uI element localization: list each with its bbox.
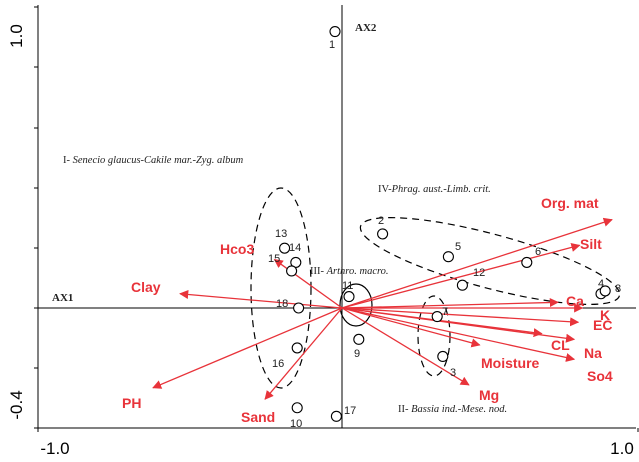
site-label-5: 5 xyxy=(455,241,461,253)
site-point-5 xyxy=(442,251,454,263)
site-label-6: 6 xyxy=(535,246,541,258)
ax2-label: AX2 xyxy=(355,22,377,34)
group-ii-enclosure xyxy=(417,295,451,377)
site-point-15 xyxy=(286,265,298,277)
site-point-9 xyxy=(353,333,365,345)
group-i-label: I- Senecio glaucus-Cakile mar.-Zyg. albu… xyxy=(63,155,244,166)
vector-ph xyxy=(152,307,343,389)
vector-ca xyxy=(341,297,559,309)
site-point-10 xyxy=(291,402,303,414)
vector-clay xyxy=(179,289,343,309)
site-point-17 xyxy=(330,410,342,422)
vector-label-hco3: Hco3 xyxy=(220,241,254,257)
vector-ec xyxy=(341,307,580,327)
site-label-1: 1 xyxy=(329,39,335,51)
site-point-11 xyxy=(343,291,355,303)
vector-sand xyxy=(264,307,343,400)
vector-label-so4: So4 xyxy=(587,368,613,384)
site-point-3 xyxy=(437,350,449,363)
x-minor-ticks xyxy=(37,428,639,432)
vector-mg xyxy=(341,307,470,386)
site-point-6 xyxy=(521,256,533,268)
site-label-9: 9 xyxy=(354,348,360,360)
vector-org-mat xyxy=(341,217,613,309)
site-point-8 xyxy=(599,285,611,297)
y-tick-label-bottom: -0.4 xyxy=(7,390,26,419)
site-label-8: 8 xyxy=(615,283,621,295)
site-label-14: 14 xyxy=(289,242,301,254)
x-tick-label-left: -1.0 xyxy=(40,439,69,458)
vector-label-k: K xyxy=(600,307,610,323)
group-i-enclosure xyxy=(250,187,312,389)
site-point-12 xyxy=(456,279,468,291)
site-label-3: 3 xyxy=(450,367,456,379)
vector-label-cl: CL xyxy=(551,337,570,353)
site-label-12: 12 xyxy=(473,267,485,279)
site-label-10: 10 xyxy=(290,418,302,430)
vector-moisture xyxy=(341,307,481,348)
vector-so4 xyxy=(341,307,576,362)
site-point-18 xyxy=(293,302,305,314)
site-point-7 xyxy=(431,310,443,323)
environment-vectors: Org. mat Silt Hco3 Clay Ca KEC CL Na So4 Moisture… xyxy=(122,195,613,425)
site-label-7: 7 xyxy=(442,306,448,318)
site-label-2: 2 xyxy=(378,215,384,227)
group-iii-enclosure xyxy=(339,283,373,327)
ax1-label: AX1 xyxy=(52,292,73,304)
site-label-4: 4 xyxy=(598,278,604,290)
group-iii-label: III- Arthro. macro. xyxy=(310,266,389,277)
x-tick-label-right: 1.0 xyxy=(610,439,634,458)
site-point-16 xyxy=(291,342,303,354)
vector-silt xyxy=(341,242,581,309)
group-iv-label: IV-Phrag. aust.-Limb. crit. xyxy=(378,184,491,195)
vector-hco3 xyxy=(273,259,343,309)
site-label-11: 11 xyxy=(342,280,353,292)
site-label-13: 13 xyxy=(275,228,287,240)
vector-label-silt: Silt xyxy=(580,236,602,252)
vector-na xyxy=(341,307,576,343)
site-label-18: 18 xyxy=(276,298,288,310)
vector-label-clay: Clay xyxy=(131,279,161,295)
vector-label-ec: EC xyxy=(593,317,612,333)
vector-label-ca: Ca xyxy=(566,293,584,309)
group-ii-label: II- Bassia ind.-Mese. nod. xyxy=(398,404,507,415)
vector-label-moisture: Moisture xyxy=(481,355,540,371)
site-label-15: 15 xyxy=(268,253,280,265)
site-point-1 xyxy=(329,25,341,38)
y-tick-label-top: 1.0 xyxy=(7,24,26,48)
vector-label-org-mat: Org. mat xyxy=(541,195,599,211)
vector-label-ph: PH xyxy=(122,395,141,411)
y-minor-ticks xyxy=(34,6,38,429)
vector-label-sand: Sand xyxy=(241,409,275,425)
group-iv-enclosure xyxy=(359,217,621,305)
site-label-16: 16 xyxy=(272,358,284,370)
vector-label-mg: Mg xyxy=(479,387,499,403)
vector-label-na: Na xyxy=(584,345,602,361)
site-label-17: 17 xyxy=(344,405,356,417)
site-point-2 xyxy=(377,228,389,240)
site-point-13 xyxy=(279,242,291,254)
